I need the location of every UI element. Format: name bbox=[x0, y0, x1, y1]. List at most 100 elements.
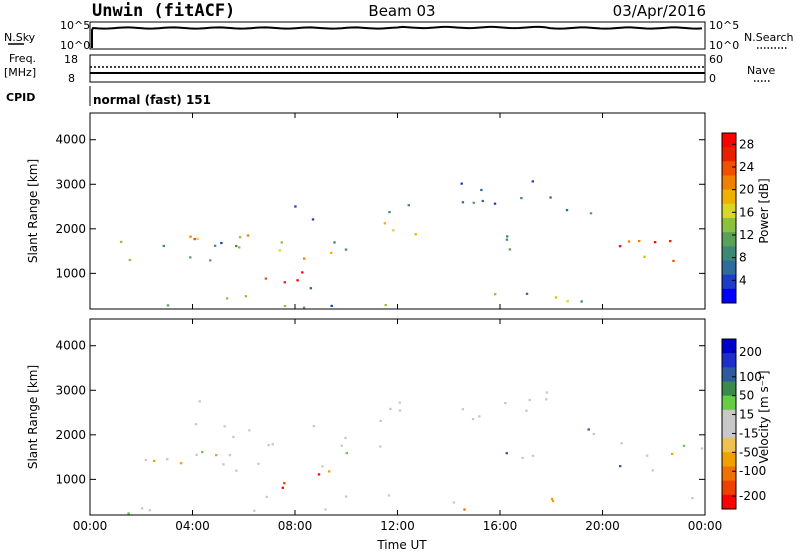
data-cell bbox=[700, 447, 704, 450]
data-cell bbox=[672, 259, 675, 262]
data-cell bbox=[461, 408, 465, 411]
data-cell bbox=[651, 469, 654, 472]
power-cbar-label: Power [dB] bbox=[757, 178, 771, 243]
data-cell bbox=[278, 249, 281, 252]
data-cell bbox=[478, 415, 481, 418]
colorbar-segment bbox=[722, 232, 736, 247]
data-cell bbox=[508, 248, 512, 251]
colorbar-segment bbox=[722, 189, 736, 205]
nsky-frame bbox=[89, 21, 706, 50]
nsky-strip: N.Sky 10^5 10^0 10^5 10^0 N.Search bbox=[4, 19, 794, 52]
data-cell bbox=[643, 255, 646, 258]
colorbar-segment bbox=[722, 161, 736, 176]
data-cell bbox=[587, 428, 590, 431]
data-cell bbox=[127, 512, 130, 515]
y-tick-label: 3000 bbox=[55, 177, 86, 191]
nsky-tick-top: 10^5 bbox=[60, 19, 90, 32]
data-cell bbox=[195, 453, 198, 456]
freq-tick-bottom: 8 bbox=[68, 72, 75, 85]
data-cell bbox=[682, 444, 686, 447]
data-cell bbox=[480, 188, 483, 192]
nave-label: Nave bbox=[747, 64, 775, 77]
data-cell bbox=[580, 300, 583, 303]
data-cell bbox=[379, 419, 382, 422]
data-cell bbox=[460, 182, 463, 185]
data-cell bbox=[691, 497, 694, 500]
data-cell bbox=[345, 452, 348, 455]
data-cell bbox=[271, 443, 274, 446]
data-cell bbox=[504, 402, 507, 405]
data-cell bbox=[589, 212, 593, 215]
cpid-strip: CPID normal (fast) 151 bbox=[6, 86, 211, 107]
x-tick-label: 04:00 bbox=[175, 519, 210, 533]
data-cell bbox=[265, 495, 268, 498]
data-cell bbox=[179, 462, 183, 465]
data-cell bbox=[301, 271, 304, 274]
data-cell bbox=[392, 229, 395, 232]
nave-tick-bottom: 0 bbox=[709, 72, 716, 85]
colorbar-tick-label: 28 bbox=[739, 137, 754, 151]
y-tick-label: 1000 bbox=[55, 266, 86, 280]
data-cell bbox=[520, 197, 523, 200]
data-cell bbox=[162, 244, 165, 248]
data-cell bbox=[194, 423, 198, 426]
data-cell bbox=[550, 497, 554, 500]
data-cell bbox=[344, 495, 348, 498]
data-cell bbox=[324, 508, 327, 511]
data-cell bbox=[283, 281, 286, 284]
data-cell bbox=[414, 233, 417, 236]
beam-title: Beam 03 bbox=[368, 2, 435, 20]
colorbar-segment bbox=[722, 339, 736, 354]
cpid-text: normal (fast) 151 bbox=[93, 93, 211, 107]
nave-tick-top: 60 bbox=[709, 53, 723, 66]
data-cell bbox=[653, 241, 657, 244]
data-cell bbox=[525, 409, 528, 412]
data-cell bbox=[144, 458, 148, 462]
data-cell bbox=[461, 201, 465, 204]
data-cell bbox=[670, 452, 674, 455]
cpid-label: CPID bbox=[6, 91, 35, 104]
colorbar-frame bbox=[721, 132, 737, 304]
data-cell bbox=[189, 235, 192, 238]
data-cell bbox=[296, 279, 299, 282]
data-cell bbox=[340, 444, 343, 447]
velocity-ylabel: Slant Range [km] bbox=[26, 365, 40, 469]
data-cell bbox=[166, 458, 169, 461]
colorbar-tick-label: 8 bbox=[739, 251, 747, 265]
data-cell bbox=[238, 246, 241, 249]
y-tick-label: 2000 bbox=[55, 428, 86, 442]
velocity-cells bbox=[127, 391, 704, 515]
power-cells bbox=[119, 180, 675, 309]
data-cell bbox=[330, 304, 333, 307]
colorbar-segment bbox=[722, 466, 736, 482]
velocity-cbar-label: Velocity [m s⁻¹] bbox=[757, 370, 771, 463]
colorbar-segment bbox=[722, 409, 736, 425]
data-cell bbox=[620, 442, 623, 445]
velocity-panel: 00:00 04:00 08:00 12:00 16:00 20:00 00:00 1000 2… bbox=[26, 318, 771, 533]
data-cell bbox=[281, 486, 284, 489]
data-cell bbox=[627, 240, 631, 243]
colorbar-segment bbox=[722, 480, 736, 496]
colorbar-segment bbox=[722, 260, 736, 276]
y-tick-label: 1000 bbox=[55, 472, 86, 486]
power-ylabel: Slant Range [km] bbox=[26, 159, 40, 263]
colorbar-segment bbox=[722, 424, 736, 439]
colorbar-tick-label: 24 bbox=[739, 160, 754, 174]
data-cell bbox=[618, 245, 622, 248]
data-cell bbox=[294, 205, 297, 208]
data-cell bbox=[196, 237, 199, 240]
freq-unit: [MHz] bbox=[4, 66, 36, 79]
data-cell bbox=[119, 240, 123, 243]
data-cell bbox=[669, 240, 672, 243]
data-cell bbox=[244, 295, 248, 298]
date-title: 03/Apr/2016 bbox=[613, 2, 706, 20]
data-cell bbox=[148, 509, 151, 512]
data-cell bbox=[551, 500, 555, 503]
data-cell bbox=[153, 459, 156, 462]
power-frame bbox=[89, 112, 706, 310]
nsky-label: N.Sky bbox=[4, 31, 36, 44]
data-cell bbox=[166, 304, 170, 307]
data-cell bbox=[505, 452, 508, 455]
data-cell bbox=[303, 257, 306, 260]
power-panel: 1000 2000 3000 4000 Slant Range [km] 4 8 12 16… bbox=[26, 112, 771, 310]
